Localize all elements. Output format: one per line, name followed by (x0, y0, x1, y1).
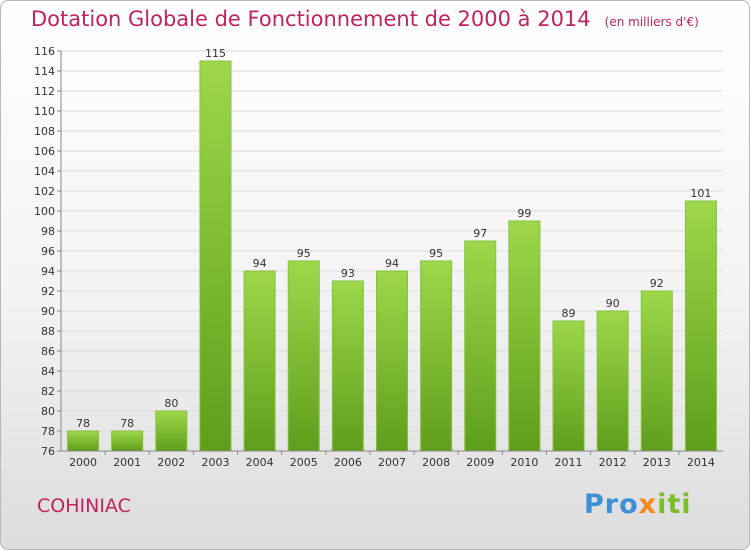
logo-part-3: iti (657, 489, 692, 520)
y-tick-label: 84 (41, 365, 55, 378)
x-tick-label: 2010 (510, 456, 538, 469)
y-tick-label: 100 (34, 205, 55, 218)
x-tick-label: 2002 (157, 456, 185, 469)
data-label: 101 (690, 187, 711, 200)
y-tick-label: 108 (34, 125, 55, 138)
y-tick-label: 78 (41, 425, 55, 438)
logo-part-1: Pro (584, 489, 639, 520)
data-label: 92 (650, 277, 664, 290)
bar (376, 270, 408, 452)
y-tick-label: 116 (34, 45, 55, 58)
x-tick-label: 2011 (555, 456, 583, 469)
x-tick-label: 2014 (687, 456, 715, 469)
data-label: 90 (606, 297, 620, 310)
y-tick-label: 114 (34, 65, 55, 78)
y-tick-label: 96 (41, 245, 55, 258)
data-label: 80 (164, 397, 178, 410)
y-tick-label: 110 (34, 105, 55, 118)
data-label: 99 (517, 207, 531, 220)
title-text: Dotation Globale de Fonctionnement de 20… (31, 7, 591, 31)
logo-part-2: x (638, 489, 658, 520)
y-tick-label: 106 (34, 145, 55, 158)
x-tick-label: 2013 (643, 456, 671, 469)
y-tick-label: 86 (41, 345, 55, 358)
data-label: 78 (120, 417, 134, 430)
x-tick-label: 2006 (334, 456, 362, 469)
bar (155, 410, 188, 452)
unit-label: (en milliers d'€) (604, 15, 699, 29)
data-label: 115 (205, 47, 226, 60)
bar (684, 200, 717, 452)
x-tick-label: 2009 (466, 456, 494, 469)
x-tick-label: 2000 (69, 456, 97, 469)
data-label: 95 (297, 247, 311, 260)
bar (199, 60, 232, 452)
y-tick-label: 104 (34, 165, 55, 178)
bar (287, 260, 320, 452)
bar (552, 320, 585, 452)
y-tick-label: 98 (41, 225, 55, 238)
y-tick-label: 92 (41, 285, 55, 298)
x-tick-label: 2004 (246, 456, 274, 469)
data-label: 78 (76, 417, 90, 430)
y-tick-label: 112 (34, 85, 55, 98)
x-tick-label: 2007 (378, 456, 406, 469)
bar (464, 240, 497, 452)
chart-title: Dotation Globale de Fonctionnement de 20… (31, 7, 699, 31)
y-tick-label: 102 (34, 185, 55, 198)
data-label: 93 (341, 267, 355, 280)
y-tick-label: 94 (41, 265, 55, 278)
y-tick-label: 80 (41, 405, 55, 418)
bar (243, 270, 276, 452)
x-tick-label: 2005 (290, 456, 318, 469)
bar (331, 280, 364, 452)
bar (420, 260, 453, 452)
data-label: 94 (385, 257, 399, 270)
x-tick-label: 2003 (201, 456, 229, 469)
bar (67, 430, 100, 452)
bar (640, 290, 673, 452)
bar (111, 430, 144, 452)
commune-name: COHINIAC (37, 495, 131, 517)
data-label: 95 (429, 247, 443, 260)
data-label: 97 (473, 227, 487, 240)
y-tick-label: 90 (41, 305, 55, 318)
x-tick-label: 2001 (113, 456, 141, 469)
bar (508, 220, 541, 452)
proxiti-logo: Proxiti (584, 489, 692, 520)
x-tick-label: 2012 (599, 456, 627, 469)
x-tick-label: 2008 (422, 456, 450, 469)
y-tick-label: 88 (41, 325, 55, 338)
data-label: 89 (562, 307, 576, 320)
data-label: 94 (253, 257, 267, 270)
bar (596, 310, 629, 452)
y-tick-label: 76 (41, 445, 55, 458)
y-tick-label: 82 (41, 385, 55, 398)
